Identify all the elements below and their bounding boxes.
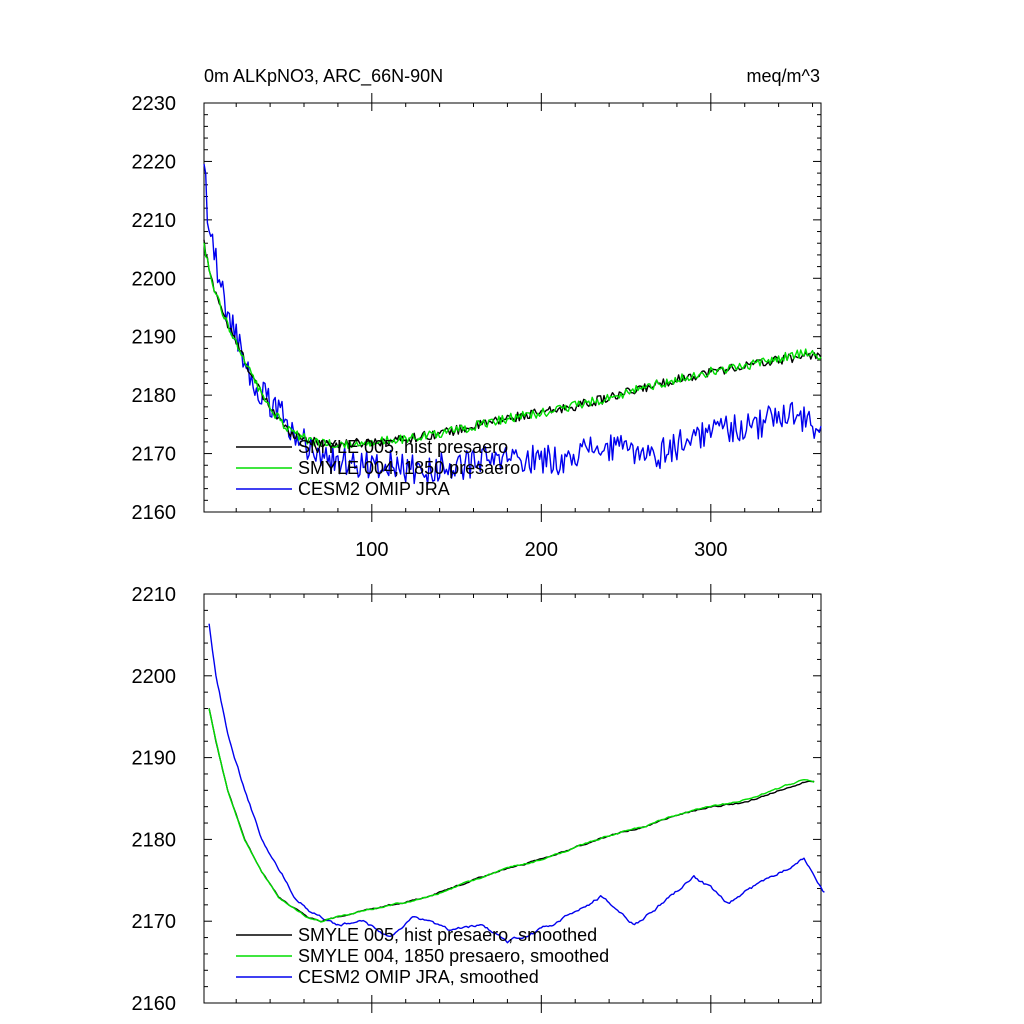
series-line-2	[203, 242, 822, 449]
top-panel-series	[203, 163, 822, 485]
legend-label-2: SMYLE 004, 1850 presaero	[298, 458, 520, 478]
series-line-3	[203, 163, 822, 485]
top-panel-axes: 2160 2170 2180 2190 2200 2210 2220 2230 100 200 30…	[132, 93, 821, 561]
x-tick-label: 300	[694, 539, 727, 561]
legend-label-1: SMYLE 005, hist presaero, smoothed	[298, 925, 597, 945]
top-panel-units: meq/m^3	[747, 66, 820, 86]
top-panel: 0m ALKpNO3, ARC_66N-90N meq/m^3 2160 2170…	[132, 66, 822, 561]
series-line-3	[208, 623, 825, 944]
legend-label-2: SMYLE 004, 1850 presaero, smoothed	[298, 946, 609, 966]
y-tick-label: 2180	[132, 829, 177, 851]
y-tick-label: 2170	[132, 444, 177, 466]
y-tick-label: 2200	[132, 268, 177, 290]
bottom-panel-legend: SMYLE 005, hist presaero, smoothedSMYLE …	[236, 925, 609, 987]
y-tick-label: 2190	[132, 327, 177, 349]
legend-label-3: CESM2 OMIP JRA	[298, 479, 450, 499]
y-tick-label: 2220	[132, 151, 177, 173]
x-tick-label: 100	[355, 539, 388, 561]
y-tick-label: 2210	[132, 584, 177, 606]
series-line-2	[208, 708, 815, 923]
legend-label-3: CESM2 OMIP JRA, smoothed	[298, 967, 539, 987]
y-tick-label: 2200	[132, 666, 177, 688]
series-line-1	[208, 708, 815, 923]
y-tick-label: 2180	[132, 385, 177, 407]
top-panel-title: 0m ALKpNO3, ARC_66N-90N	[204, 66, 443, 87]
series-line-1	[203, 239, 822, 449]
x-tick-label: 200	[525, 539, 558, 561]
y-tick-label: 2210	[132, 210, 177, 232]
bottom-panel: 2160 2170 2180 2190 2200 2210 SMYLE 005, hist…	[132, 584, 825, 1015]
legend-label-1: SMYLE 005, hist presaero	[298, 437, 508, 457]
y-tick-label: 2160	[132, 502, 177, 524]
y-tick-label: 2170	[132, 911, 177, 933]
bottom-panel-frame	[203, 593, 822, 1004]
y-tick-label: 2160	[132, 993, 177, 1015]
bottom-panel-axes: 2160 2170 2180 2190 2200 2210	[132, 584, 821, 1015]
top-panel-frame	[203, 102, 822, 513]
bottom-panel-series	[208, 623, 825, 944]
y-tick-label: 2190	[132, 748, 177, 770]
y-tick-label: 2230	[132, 93, 177, 115]
